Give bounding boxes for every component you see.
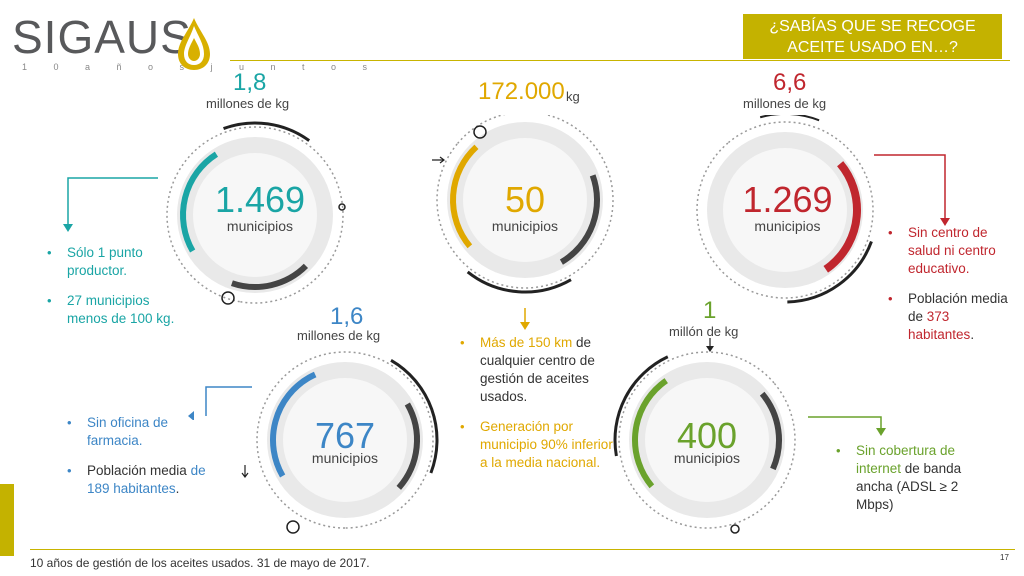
bullet-list: Sin oficina de farmacia. Población media… — [65, 414, 215, 510]
municipios-number: 400 — [676, 415, 738, 456]
bullet-item: Sin oficina de farmacia. — [65, 414, 215, 450]
bullet-item: Más de 150 km de cualquier centro de ges… — [458, 334, 618, 406]
arrow-connector — [808, 416, 886, 436]
circle-gauge-red — [690, 115, 882, 307]
arrow-down-icon — [706, 338, 714, 352]
circle-gauge-teal — [161, 121, 349, 309]
municipios-label: municipios — [311, 450, 379, 466]
page-number: 17 — [1000, 553, 1009, 562]
sigaus-logo-text: SIGAUS — [12, 11, 192, 63]
municipios-label: municipios — [226, 218, 294, 234]
slide-title: ¿SABÍAS QUE SE RECOGE ACEITE USADO EN…? — [743, 14, 1002, 59]
municipios-label: municipios — [673, 450, 741, 466]
amount-value: 1,6 — [330, 303, 364, 330]
amount-unit: kg — [566, 89, 580, 104]
amount-unit: millones de kg — [206, 96, 290, 111]
amount-value: 172.000 — [478, 78, 565, 105]
bullet-item: Generación por municipio 90% inferior a … — [458, 418, 618, 472]
bullet-item: 27 municipios menos de 100 kg. — [45, 292, 175, 328]
arrow-connector — [874, 154, 950, 226]
footer-caption: 10 años de gestión de los aceites usados… — [30, 556, 370, 570]
arrow-down-icon — [520, 308, 530, 330]
bullet-list: Sin cobertura de internet de banda ancha… — [834, 442, 994, 526]
municipios-label: municipios — [491, 218, 559, 234]
bullet-item: Población media de 189 habitantes. — [65, 462, 215, 498]
circle-gauge-gold — [431, 115, 619, 294]
oil-drop-icon — [178, 18, 210, 70]
bullet-list: Sólo 1 punto productor. 27 municipios me… — [45, 244, 175, 340]
footer-divider — [30, 549, 1015, 550]
amount-value: 6,6 — [773, 69, 807, 96]
circle-gauge-green — [613, 346, 801, 534]
municipios-number: 767 — [314, 415, 376, 456]
bullet-item: Población media de 373 habitantes. — [886, 290, 1016, 344]
bullet-item: Sin centro de salud ni centro educativo. — [886, 224, 1016, 278]
accent-bar — [0, 484, 14, 556]
municipios-number: 1.269 — [742, 179, 833, 220]
amount-value: 1,8 — [233, 69, 267, 96]
circle-gauge-blue — [241, 346, 439, 534]
amount-unit: millón de kg — [669, 324, 739, 339]
amount-unit: millones de kg — [297, 328, 381, 343]
arrow-connector — [63, 177, 158, 232]
amount-unit: millones de kg — [743, 96, 827, 111]
bullet-item: Sin cobertura de internet de banda ancha… — [834, 442, 994, 514]
bullet-item: Sólo 1 punto productor. — [45, 244, 175, 280]
municipios-number: 50 — [504, 179, 546, 220]
municipios-label: municipios — [754, 218, 821, 234]
bullet-list: Sin centro de salud ni centro educativo.… — [886, 224, 1016, 356]
bullet-list: Más de 150 km de cualquier centro de ges… — [458, 334, 618, 484]
amount-value: 1 — [703, 297, 717, 324]
header-divider — [230, 60, 1010, 61]
municipios-number: 1.469 — [214, 179, 306, 220]
